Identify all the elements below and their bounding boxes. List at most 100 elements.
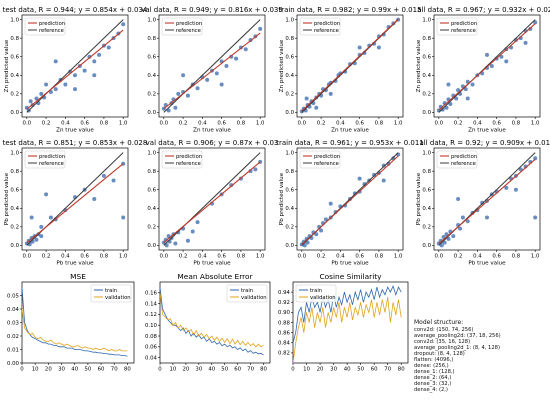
data-point [214, 71, 219, 76]
y-tick-label: 0.0 [147, 110, 156, 116]
y-tick-label: 0.4 [147, 206, 156, 212]
data-point [465, 219, 470, 224]
data-point [92, 197, 97, 201]
x-tick-label: 60 [98, 367, 105, 373]
y-tick-label: 1.0 [422, 150, 431, 156]
data-point [533, 20, 538, 25]
x-tick-label: 0.8 [100, 254, 109, 260]
data-point [480, 200, 485, 205]
data-point [48, 215, 53, 220]
data-point [34, 237, 39, 242]
y-axis-label: Zn predicted value [279, 39, 285, 92]
plot-area [436, 19, 538, 113]
data-point [164, 243, 169, 248]
data-point [533, 156, 538, 161]
plot-area [161, 152, 263, 248]
x-axis-label: Pb true value [193, 261, 231, 267]
plot-area [160, 287, 264, 356]
plot-area [299, 152, 401, 248]
chart-title: val data, R = 0.906; y = 0.87x + 0.03 [146, 139, 279, 147]
legend-label-validation: validation [310, 295, 336, 301]
chart-title: Mean Absolute Error [177, 272, 253, 281]
data-point [39, 234, 44, 239]
y-tick-label: 0.0 [285, 110, 294, 116]
legend-label-validation: validation [241, 295, 267, 301]
series-line-validation [160, 292, 264, 348]
data-point [323, 217, 328, 222]
data-point [219, 82, 224, 87]
x-tick-label: 80 [398, 367, 405, 373]
data-point [314, 105, 319, 110]
prediction-line [26, 163, 124, 244]
y-axis-label: Pb predicted value [416, 172, 422, 225]
plot-area [299, 17, 401, 114]
y-tick-label: 1.0 [147, 17, 156, 23]
legend-label-train: train [310, 288, 322, 294]
prediction-line [301, 18, 399, 112]
x-tick-label: 0.8 [512, 254, 521, 260]
y-tick-label: 0.2 [422, 92, 431, 98]
data-point [92, 73, 97, 78]
x-tick-label: 0.8 [375, 254, 384, 260]
data-point [499, 54, 504, 59]
data-point [446, 82, 451, 87]
y-tick-label: 0.8 [10, 36, 19, 42]
model-structure-line: conv2d: (150, 74, 256) [414, 327, 474, 333]
data-point [243, 47, 248, 52]
legend-label-prediction: prediction [39, 154, 65, 160]
y-tick-label: 0.6 [10, 55, 19, 61]
y-axis-label: Pb predicted value [279, 172, 285, 225]
legend-box [299, 17, 341, 36]
x-tick-label: 0.8 [237, 121, 246, 127]
x-tick-label: 0.0 [298, 121, 307, 127]
x-tick-label: 0 [158, 367, 162, 373]
x-tick-label: 20 [182, 367, 189, 373]
data-point [48, 89, 53, 94]
x-tick-label: 0.2 [454, 121, 463, 127]
data-point [97, 52, 102, 57]
reference-line [438, 19, 536, 113]
data-point [372, 172, 377, 177]
y-tick-label: 1.0 [422, 17, 431, 23]
data-point [518, 167, 523, 172]
legend-box [161, 17, 203, 36]
data-point [29, 215, 34, 220]
y-tick-label: 0.4 [10, 206, 19, 212]
x-axis-label: Pb true value [56, 261, 94, 267]
x-tick-label: 1.0 [394, 121, 403, 127]
data-point [195, 220, 200, 225]
data-point [44, 192, 49, 197]
data-point [440, 107, 445, 112]
data-point [111, 178, 116, 183]
y-tick-label: 0.4 [147, 73, 156, 79]
y-tick-label: 0.0 [10, 243, 19, 249]
y-tick-label: 0.4 [285, 73, 294, 79]
y-axis-label: Zn predicted value [4, 39, 10, 92]
x-tick-label: 80 [260, 367, 267, 373]
data-point [454, 96, 459, 101]
data-point [73, 73, 77, 78]
chart-title: train data, R = 0.961; y = 0.953x + 0.01… [276, 139, 424, 147]
x-tick-label: 30 [330, 367, 337, 373]
data-point [185, 93, 190, 98]
legend-label-reference: reference [39, 28, 64, 34]
model-structure-line: average_pooling2d: (37, 18, 256) [414, 333, 501, 339]
x-tick-label: 20 [45, 367, 52, 373]
data-point [442, 240, 447, 245]
plot-area [22, 287, 128, 357]
x-tick-label: 0.6 [80, 254, 89, 260]
y-tick-label: 1.0 [10, 17, 19, 23]
data-point [305, 240, 310, 245]
legend-label-reference: reference [451, 161, 476, 167]
x-tick-label: 40 [344, 367, 351, 373]
data-point [451, 234, 456, 239]
x-tick-label: 0.6 [217, 254, 226, 260]
data-point [224, 64, 229, 68]
x-tick-label: 1.0 [256, 121, 265, 127]
x-tick-label: 50 [84, 367, 91, 373]
axes-frame [21, 14, 129, 118]
y-tick-label: 0.00 [7, 361, 20, 367]
y-tick-label: 0.6 [285, 55, 294, 61]
x-axis-label: Zn true value [468, 128, 506, 134]
y-axis-label: Zn predicted value [416, 39, 422, 92]
